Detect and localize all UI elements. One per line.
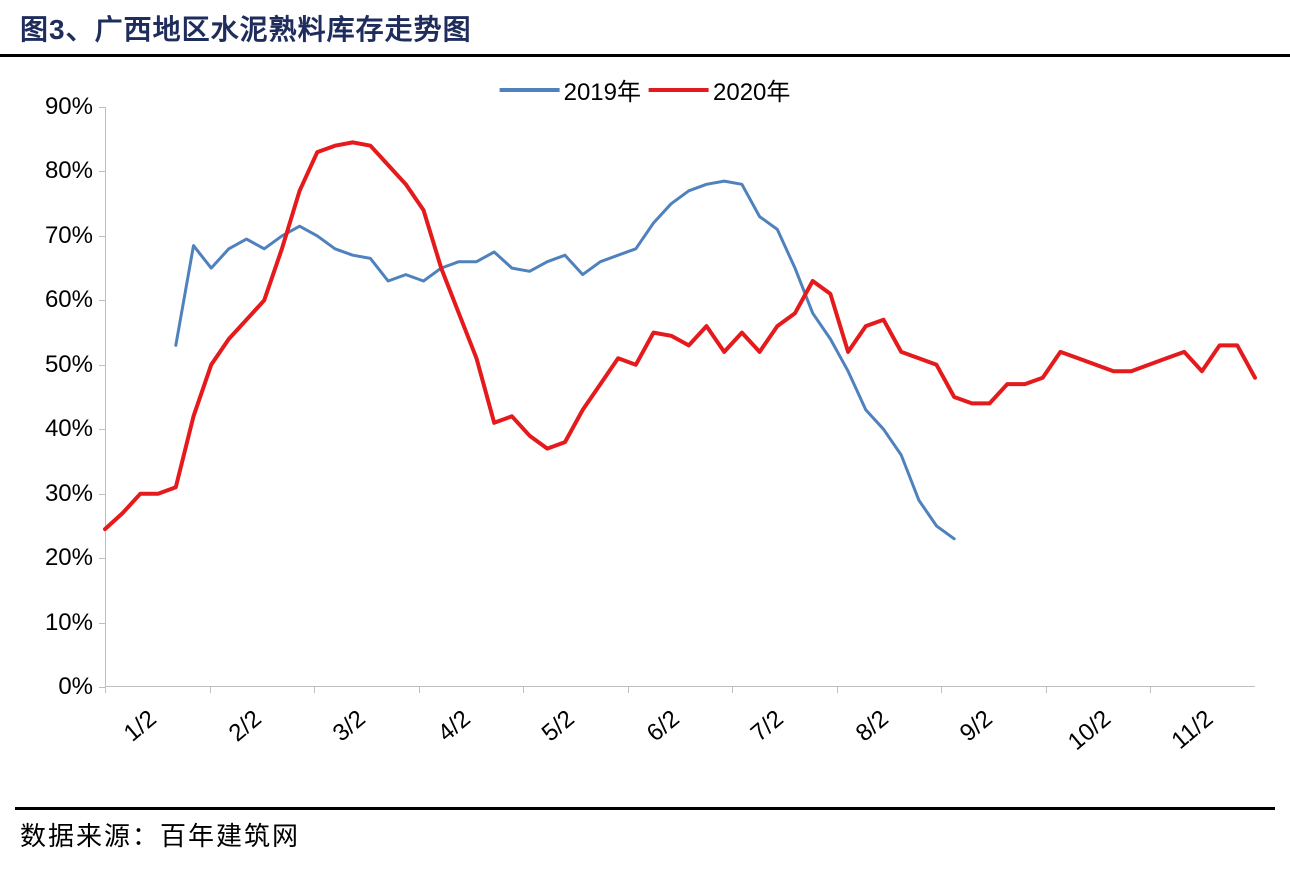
chart-title: 图3、广西地区水泥熟料库存走势图 [20,14,472,45]
y-tick-mark [99,494,105,495]
x-tick-mark [210,687,211,693]
y-tick-label: 80% [15,157,101,185]
legend: 2019年 2020年 [500,72,791,107]
x-tick-label: 3/2 [328,705,372,748]
footer-source: 数据来源：百年建筑网 [0,810,1290,859]
x-tick-label: 11/2 [1167,705,1219,755]
x-tick-mark [1046,687,1047,693]
legend-label: 2020年 [713,72,790,107]
x-tick-label: 5/2 [537,705,581,748]
y-tick-label: 70% [15,222,101,250]
chart-container: 图3、广西地区水泥熟料库存走势图 2019年 2020年 0% 10% 20% 30% 4… [0,0,1290,876]
y-tick-label: 60% [15,286,101,314]
plot-border [105,107,1255,687]
y-tick-mark [99,429,105,430]
legend-item: 2019年 [500,72,641,107]
y-tick-mark [99,107,105,108]
x-tick-mark [1150,687,1151,693]
x-tick-mark [105,687,106,693]
y-tick-label: 10% [15,609,101,637]
x-tick-label: 1/2 [119,705,163,748]
x-tick-mark [941,687,942,693]
x-tick-mark [837,687,838,693]
y-tick-mark [99,236,105,237]
x-tick-label: 2/2 [223,705,267,748]
y-tick-label: 0% [15,673,101,701]
x-tick-label: 9/2 [955,705,999,748]
legend-swatch [649,88,709,92]
y-tick-label: 30% [15,480,101,508]
legend-item: 2020年 [649,72,790,107]
x-tick-label: 10/2 [1063,705,1117,756]
x-tick-mark [732,687,733,693]
x-tick-label: 6/2 [642,705,686,748]
y-tick-mark [99,623,105,624]
y-tick-label: 90% [15,93,101,121]
chart-area: 2019年 2020年 0% 10% 20% 30% 40% 50% 60% 70% 80% 90%… [15,67,1275,807]
legend-label: 2019年 [564,72,641,107]
y-tick-label: 50% [15,351,101,379]
y-tick-label: 40% [15,415,101,443]
x-tick-mark [628,687,629,693]
x-tick-label: 4/2 [432,705,476,748]
title-bar: 图3、广西地区水泥熟料库存走势图 [0,0,1290,57]
y-tick-label: 20% [15,544,101,572]
x-tick-label: 8/2 [851,705,895,748]
x-tick-mark [314,687,315,693]
y-tick-mark [99,300,105,301]
x-tick-mark [523,687,524,693]
y-tick-mark [99,171,105,172]
y-tick-mark [99,558,105,559]
y-tick-mark [99,365,105,366]
x-tick-label: 7/2 [746,705,790,748]
legend-swatch [500,88,560,92]
x-tick-mark [419,687,420,693]
